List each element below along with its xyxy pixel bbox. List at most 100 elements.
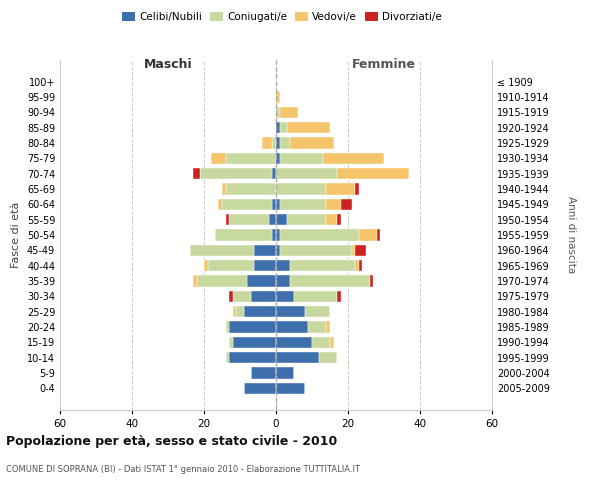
Bar — [323, 152, 384, 164]
Bar — [276, 198, 280, 210]
Bar — [326, 198, 341, 210]
Bar — [276, 152, 280, 164]
Bar — [276, 168, 337, 179]
Text: COMUNE DI SOPRANA (BI) - Dati ISTAT 1° gennaio 2010 - Elaborazione TUTTITALIA.IT: COMUNE DI SOPRANA (BI) - Dati ISTAT 1° g… — [6, 465, 360, 474]
Bar — [276, 290, 294, 302]
Bar — [355, 183, 359, 194]
Bar — [218, 198, 222, 210]
Bar — [222, 198, 272, 210]
Bar — [244, 382, 276, 394]
Bar — [276, 336, 312, 348]
Bar — [312, 336, 330, 348]
Bar — [226, 322, 229, 333]
Bar — [197, 276, 247, 287]
Bar — [204, 260, 208, 272]
Bar — [226, 352, 229, 364]
Bar — [377, 229, 380, 241]
Bar — [222, 183, 226, 194]
Bar — [280, 152, 323, 164]
Bar — [229, 322, 276, 333]
Bar — [330, 336, 334, 348]
Bar — [262, 137, 272, 148]
Bar — [276, 260, 290, 272]
Bar — [341, 198, 352, 210]
Bar — [287, 214, 326, 226]
Bar — [190, 244, 254, 256]
Bar — [276, 276, 290, 287]
Bar — [276, 322, 308, 333]
Bar — [276, 122, 280, 134]
Bar — [229, 214, 269, 226]
Bar — [276, 106, 280, 118]
Bar — [229, 336, 233, 348]
Bar — [226, 152, 276, 164]
Bar — [226, 183, 276, 194]
Bar — [280, 137, 290, 148]
Bar — [276, 244, 280, 256]
Bar — [200, 168, 272, 179]
Bar — [229, 352, 276, 364]
Legend: Celibi/Nubili, Coniugati/e, Vedovi/e, Divorziati/e: Celibi/Nubili, Coniugati/e, Vedovi/e, Di… — [118, 8, 446, 26]
Bar — [308, 322, 326, 333]
Bar — [280, 244, 352, 256]
Bar — [370, 276, 373, 287]
Bar — [208, 260, 254, 272]
Y-axis label: Anni di nascita: Anni di nascita — [566, 196, 577, 274]
Bar — [326, 183, 355, 194]
Bar — [211, 152, 226, 164]
Bar — [276, 183, 326, 194]
Bar — [233, 336, 276, 348]
Bar — [276, 306, 305, 318]
Bar — [272, 198, 276, 210]
Bar — [290, 137, 334, 148]
Bar — [226, 214, 229, 226]
Bar — [193, 276, 197, 287]
Bar — [276, 368, 294, 379]
Bar — [276, 352, 319, 364]
Bar — [337, 290, 341, 302]
Bar — [254, 260, 276, 272]
Bar — [233, 306, 236, 318]
Y-axis label: Fasce di età: Fasce di età — [11, 202, 21, 268]
Bar — [215, 229, 272, 241]
Bar — [276, 91, 280, 102]
Bar — [290, 260, 355, 272]
Bar — [269, 214, 276, 226]
Bar — [290, 276, 370, 287]
Bar — [280, 229, 359, 241]
Bar — [276, 214, 287, 226]
Bar — [276, 229, 280, 241]
Bar — [236, 306, 244, 318]
Bar — [305, 306, 330, 318]
Bar — [337, 214, 341, 226]
Bar — [280, 106, 298, 118]
Bar — [244, 306, 276, 318]
Text: Popolazione per età, sesso e stato civile - 2010: Popolazione per età, sesso e stato civil… — [6, 435, 337, 448]
Bar — [272, 168, 276, 179]
Bar — [247, 276, 276, 287]
Bar — [355, 244, 366, 256]
Bar — [254, 244, 276, 256]
Bar — [319, 352, 337, 364]
Bar — [280, 198, 326, 210]
Text: Femmine: Femmine — [352, 58, 416, 71]
Bar — [229, 290, 233, 302]
Bar — [352, 244, 355, 256]
Bar — [272, 229, 276, 241]
Text: Maschi: Maschi — [143, 58, 193, 71]
Bar — [337, 168, 409, 179]
Bar — [359, 260, 362, 272]
Bar — [287, 122, 330, 134]
Bar — [233, 290, 251, 302]
Bar — [326, 322, 330, 333]
Bar — [280, 122, 287, 134]
Bar — [294, 290, 337, 302]
Bar — [276, 382, 305, 394]
Bar — [272, 137, 276, 148]
Bar — [251, 368, 276, 379]
Bar — [276, 137, 280, 148]
Bar — [326, 214, 337, 226]
Bar — [251, 290, 276, 302]
Bar — [355, 260, 359, 272]
Bar — [193, 168, 200, 179]
